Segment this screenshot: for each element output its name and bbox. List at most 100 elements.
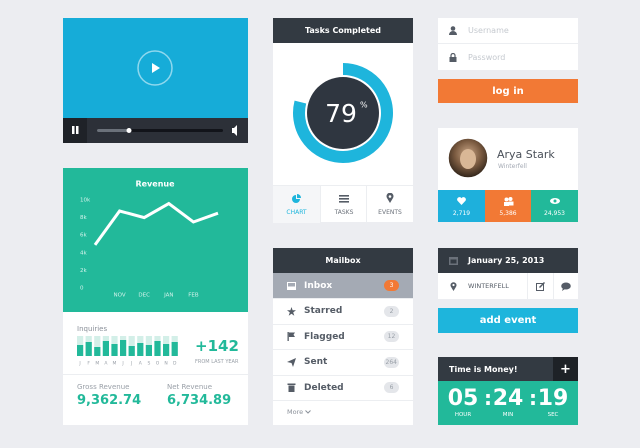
divider (63, 374, 248, 375)
timer-hours: 05 (447, 386, 479, 411)
bar-track (94, 336, 101, 356)
y-tick-label: 0 (80, 286, 84, 292)
calendar-icon (449, 257, 458, 265)
mailbox-count: 3 (384, 280, 399, 291)
x-tick-label: S (147, 361, 150, 367)
tab-events[interactable]: EVENTS (366, 186, 413, 223)
stat-value: 24,953 (544, 210, 565, 217)
percent-unit: % (360, 101, 368, 110)
password-field[interactable]: Password (438, 44, 578, 70)
timer-separator: : (529, 386, 537, 410)
password-placeholder: Password (468, 52, 506, 62)
volume-icon[interactable] (232, 125, 237, 136)
tab-label: EVENTS (378, 209, 402, 216)
add-event-button[interactable]: add event (438, 308, 578, 333)
x-tick-label: N (164, 361, 167, 367)
x-tick-label: DEC (138, 293, 150, 299)
mailbox-row[interactable]: Starred 2 (273, 299, 413, 325)
bar (137, 343, 144, 356)
timer-body: 05 : 24 : 19 HOUR MIN SEC (438, 381, 578, 425)
revenue-card: Revenue 0 2k 4k 6k 8k 10k NOV DEC JAN FEB Inquiri… (63, 168, 248, 425)
mailbox-label: Starred (304, 306, 343, 316)
x-tick-label: NOV (114, 293, 126, 299)
inquiries-change-note: FROM LAST YEAR (195, 359, 239, 365)
donut-arc (293, 63, 393, 163)
mailbox-count: 12 (384, 331, 399, 342)
comment-button[interactable] (553, 273, 578, 299)
stat-views[interactable]: 24,953 (531, 190, 578, 222)
timer-seconds: 19 (537, 386, 569, 411)
net-revenue-value: 6,734.89 (167, 393, 232, 408)
net-revenue-label: Net Revenue (167, 383, 212, 391)
star-icon (287, 306, 296, 316)
revenue-line (93, 201, 219, 246)
mailbox-count: 6 (384, 382, 399, 393)
more-link[interactable]: More (287, 408, 311, 416)
username-placeholder: Username (468, 26, 509, 35)
tab-tasks[interactable]: TASKS (320, 186, 367, 223)
mailbox-label: Inbox (304, 280, 333, 291)
x-tick-label: D (173, 361, 177, 367)
edit-button[interactable] (527, 273, 553, 299)
gross-revenue-value: 9,362.74 (77, 393, 142, 408)
tasks-title: Tasks Completed (273, 18, 413, 43)
tab-chart[interactable]: CHART (273, 186, 320, 223)
mailbox-row[interactable]: Flagged 12 (273, 324, 413, 350)
progress-handle[interactable] (126, 128, 132, 133)
y-tick-label: 6k (80, 233, 87, 239)
bar (102, 341, 109, 356)
timer-seconds-label: SEC (547, 412, 559, 418)
x-tick-label: A (139, 361, 143, 367)
mailbox-title: Mailbox (273, 248, 413, 273)
video-player (63, 18, 248, 143)
bar (111, 344, 118, 356)
y-tick-label: 8k (80, 215, 87, 221)
pin-icon (450, 281, 457, 291)
tasks-icon (339, 195, 349, 203)
send-icon (287, 357, 296, 367)
mailbox-count: 264 (383, 356, 399, 368)
x-tick-label: F (87, 361, 90, 367)
stat-likes[interactable]: 2,719 (438, 190, 485, 222)
stat-followers[interactable]: 5,386 (485, 190, 531, 222)
revenue-chart: Revenue 0 2k 4k 6k 8k 10k NOV DEC JAN FEB (63, 168, 248, 312)
username-field[interactable]: Username (438, 18, 578, 44)
login-button[interactable]: log in (438, 79, 578, 103)
bar (171, 342, 178, 356)
mailbox-row[interactable]: Sent 264 (273, 350, 413, 376)
mailbox-row[interactable]: Inbox 3 (273, 273, 413, 299)
tab-label: CHART (286, 209, 307, 216)
avatar (447, 137, 489, 179)
pause-button[interactable] (63, 118, 87, 143)
bar (163, 344, 170, 356)
progress-fill (97, 129, 129, 132)
profile-stats: 2,719 5,386 24,953 (438, 190, 578, 222)
more-label: More (287, 408, 304, 416)
bar (145, 345, 152, 356)
mailbox-label: Flagged (304, 331, 345, 342)
timer-separator: : (484, 386, 492, 410)
mailbox-label: Deleted (304, 382, 344, 393)
event-date: January 25, 2013 (468, 256, 545, 265)
lock-icon (449, 52, 457, 62)
mailbox-card: Mailbox Inbox 3 Starred 2 Flagged 12 Sen… (273, 248, 413, 425)
mailbox-count: 2 (384, 305, 399, 317)
bar (94, 347, 101, 356)
x-tick-label: M (95, 361, 99, 367)
inbox-icon (287, 281, 296, 290)
timer-title: Time is Money! (438, 357, 553, 381)
mailbox-row[interactable]: Deleted 6 (273, 375, 413, 401)
timer-hours-label: HOUR (454, 412, 472, 418)
stat-value: 2,719 (452, 210, 471, 217)
event-location: WINTERFELL (468, 282, 509, 290)
video-graphics (63, 50, 248, 143)
timer-add-button[interactable]: + (553, 357, 578, 381)
play-button[interactable] (137, 50, 173, 86)
y-tick-label: 4k (80, 250, 87, 256)
timer-card: Time is Money! + 05 : 24 : 19 HOUR MIN S… (438, 357, 578, 425)
people-icon (503, 197, 513, 206)
eye-icon (549, 198, 560, 204)
user-icon (449, 26, 457, 35)
donut-center (307, 77, 379, 149)
